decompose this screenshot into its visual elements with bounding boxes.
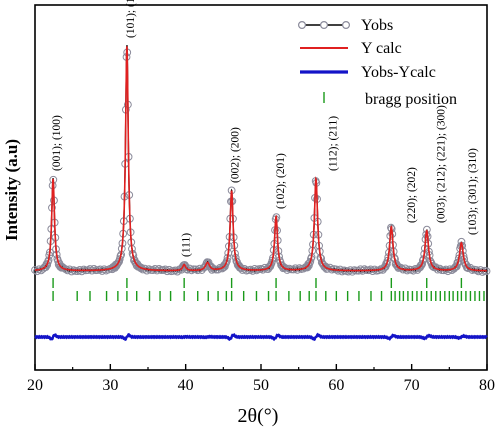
legend-label: Y calc (361, 40, 402, 57)
plot-frame (34, 4, 488, 371)
legend-swatch-marker (342, 21, 351, 30)
series-diff-line (34, 332, 488, 342)
legend-item-bragg: bragg position (323, 91, 457, 108)
x-tick-label: 60 (328, 377, 344, 394)
yobs-point (356, 265, 365, 274)
legend-item-diff: Yobs-Ycalc (300, 64, 436, 81)
series-ycalc-line (34, 46, 487, 272)
peak-label: (001); (100) (51, 115, 63, 171)
yobs-point (115, 255, 124, 264)
yobs-point (86, 265, 94, 273)
legend-item-yobs: Yobs (298, 17, 393, 34)
yobs-point (418, 260, 427, 268)
legend-swatch-marker (298, 21, 307, 30)
yobs-point (428, 262, 437, 270)
x-tick-label: 40 (178, 377, 194, 394)
peak-label: (003); (212); (221); (300) (435, 105, 447, 223)
yobs-point (42, 260, 51, 268)
legend-swatch-marker (320, 21, 329, 30)
legend-label: Yobs (361, 17, 393, 34)
yobs-point (173, 267, 182, 276)
yobs-point (155, 264, 163, 273)
x-axis-label: 2θ(°) (238, 405, 279, 427)
peak-label: (111) (181, 233, 193, 257)
peak-label: (112); (211) (328, 116, 340, 171)
legend-label: bragg position (365, 91, 457, 108)
yobs-point (90, 265, 98, 273)
x-tick-label: 30 (102, 377, 118, 394)
peak-labels: (001); (100) (101); (110) (111) (002); (200… (51, 0, 479, 257)
yobs-point (478, 268, 487, 276)
bragg-ticks (52, 278, 485, 301)
yobs-point (67, 267, 76, 276)
legend-item-ycalc: Y calc (300, 40, 402, 57)
yobs-point (212, 265, 220, 274)
series-yobs-markers (31, 48, 491, 276)
yobs-point (77, 267, 86, 276)
yobs-point (291, 264, 300, 273)
yobs-point (206, 263, 215, 272)
legend: Yobs Y calc Yobs-Ycalc bragg position (298, 17, 457, 108)
x-tick-label: 20 (27, 377, 43, 394)
yobs-point (43, 261, 52, 269)
yobs-point (431, 263, 440, 272)
peak-label: (101); (110) (125, 0, 137, 38)
peak-label: (220); (202) (406, 167, 418, 223)
yobs-point (452, 262, 461, 271)
axes: 20 30 40 50 60 70 80 (27, 364, 495, 394)
x-tick-label: 50 (253, 377, 269, 394)
data-curves (31, 45, 491, 342)
yobs-point (236, 263, 245, 272)
peak-label: (102); (201) (275, 153, 287, 209)
legend-label: Yobs-Ycalc (361, 64, 436, 81)
yobs-point (250, 265, 259, 273)
y-axis-label: Intensity (a.u) (2, 139, 21, 241)
yobs-point (204, 258, 213, 267)
yobs-point (348, 267, 357, 276)
yobs-point (142, 266, 151, 275)
x-tick-label: 80 (479, 377, 495, 394)
yobs-point (474, 267, 483, 276)
yobs-point (151, 265, 159, 273)
yobs-point (393, 261, 401, 270)
yobs-point (306, 257, 315, 266)
peak-label: (103); (301); (310) (467, 148, 479, 235)
yobs-point (41, 263, 50, 271)
x-tick-label: 70 (404, 377, 420, 394)
peak-label: (002); (200) (230, 127, 242, 183)
